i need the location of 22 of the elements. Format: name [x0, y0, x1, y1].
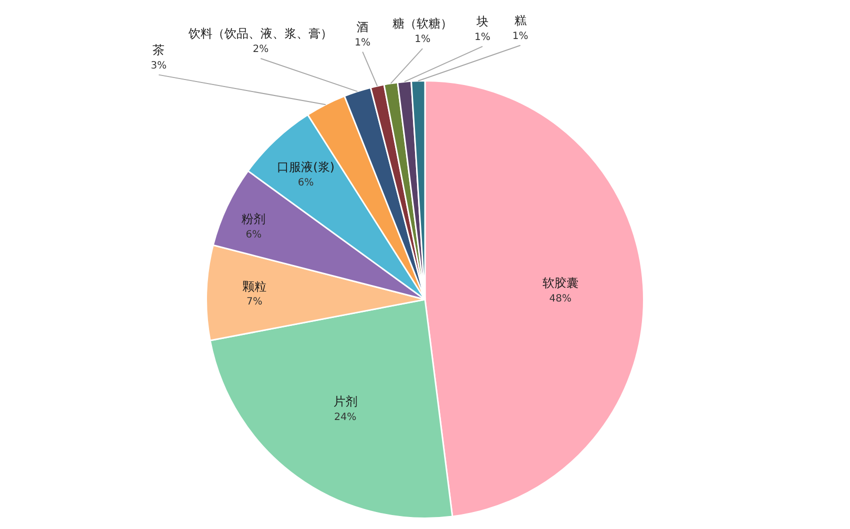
slice-label: 块	[475, 14, 488, 29]
data-label: 2%	[252, 44, 269, 56]
slice-label: 糖（软糖）	[392, 16, 453, 31]
data-label: 1%	[512, 30, 528, 42]
slice-label: 茶	[152, 42, 165, 57]
slice-label: 软胶囊	[542, 276, 578, 290]
data-label: 3%	[150, 60, 167, 72]
slice-label: 糕	[514, 14, 526, 28]
data-label: 7%	[246, 296, 262, 308]
slice-label: 饮料（饮品、液、浆、膏）	[188, 26, 333, 41]
slice-label: 口服液(浆)	[277, 160, 335, 174]
data-label: 24%	[334, 412, 356, 423]
slice-label: 粉剂	[242, 212, 266, 226]
data-label: 6%	[246, 229, 262, 240]
slice-label: 片剂	[333, 394, 358, 408]
data-label: 1%	[474, 32, 490, 44]
data-label: 48%	[549, 294, 572, 305]
data-label: 1%	[354, 37, 371, 48]
slice-label: 酒	[356, 20, 369, 34]
slice-label: 颗粒	[242, 279, 266, 294]
data-label: 6%	[298, 178, 314, 189]
data-label: 1%	[414, 34, 430, 46]
